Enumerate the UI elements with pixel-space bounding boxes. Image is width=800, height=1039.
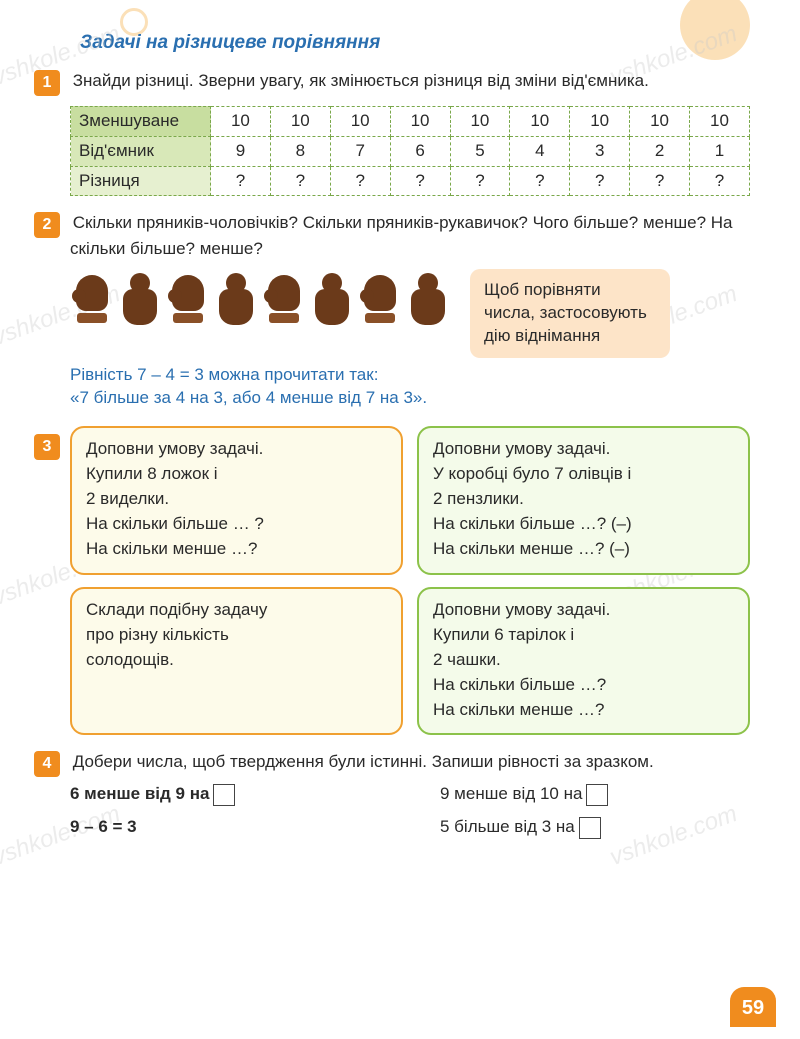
problem-line: Доповни умову задачі. — [86, 438, 387, 461]
gingerbread-mitten-icon — [358, 269, 402, 327]
task-4: 4 Добери числа, щоб твердження були істи… — [70, 751, 750, 839]
rule-box: Щоб порівняти числа, засто­совують дію в… — [470, 269, 670, 358]
example-equation: 9 – 6 = 3 — [70, 816, 380, 839]
problem-line: На скільки більше …? (–) — [433, 513, 734, 536]
task-1-text: Знайди різниці. Зверни увагу, як змінюєт… — [73, 71, 649, 90]
row-label: Різниця — [71, 166, 211, 196]
table-row: Від'ємник 987654321 — [71, 136, 750, 166]
blue-note-1: Рівність 7 – 4 = 3 можна прочитати так: — [70, 364, 750, 387]
gingerbread-row — [70, 269, 450, 327]
problem-line: Доповни умову задачі. — [433, 438, 734, 461]
row-label: Зменшуване — [71, 106, 211, 136]
task-4-right: 9 менше від 10 на 5 більше від 3 на — [440, 783, 750, 839]
gingerbread-man-icon — [406, 269, 450, 327]
gingerbread-mitten-icon — [262, 269, 306, 327]
task-number-4: 4 — [34, 751, 60, 777]
problem-line: Купили 8 ложок і — [86, 463, 387, 486]
problem-line: На скільки менше …? — [86, 538, 387, 561]
problem-line: На скільки більше …? — [433, 674, 734, 697]
problem-line: солодощів. — [86, 649, 387, 672]
answer-box — [586, 784, 608, 806]
problem-line: Склади подібну задачу — [86, 599, 387, 622]
problem-line: 2 виделки. — [86, 488, 387, 511]
section-title: Задачі на різницеве порівняння — [80, 30, 750, 56]
problem-line: Доповни умову задачі. — [433, 599, 734, 622]
problem-line: 2 чашки. — [433, 649, 734, 672]
answer-box — [579, 817, 601, 839]
problem-line: про різну кількість — [86, 624, 387, 647]
gingerbread-mitten-icon — [70, 269, 114, 327]
gingerbread-man-icon — [214, 269, 258, 327]
problem-line: На скільки менше …? (–) — [433, 538, 734, 561]
gingerbread-man-icon — [118, 269, 162, 327]
difference-table: Зменшуване 101010101010101010 Від'ємник … — [70, 106, 750, 197]
task-number-2: 2 — [34, 212, 60, 238]
gingerbread-man-icon — [310, 269, 354, 327]
problem-box: Доповни умову задачі.У коробці було 7 ол… — [417, 426, 750, 575]
task-2: 2 Скільки пряників-чоловічків? Скільки п… — [70, 212, 750, 410]
task-number-1: 1 — [34, 70, 60, 96]
task-2-text: Скільки пряників-чоловічків? Скільки пря… — [70, 213, 732, 258]
gingerbread-mitten-icon — [166, 269, 210, 327]
problem-line: На скільки більше … ? — [86, 513, 387, 536]
row-label: Від'ємник — [71, 136, 211, 166]
task-4-left: 6 менше від 9 на 9 – 6 = 3 — [70, 783, 380, 839]
task-number-3: 3 — [34, 434, 60, 460]
answer-box — [213, 784, 235, 806]
page-number: 59 — [730, 987, 776, 1027]
problem-line: У коробці було 7 олівців і — [433, 463, 734, 486]
task-4-text: Добери числа, щоб твердження були істинн… — [73, 752, 654, 771]
problem-box: Доповни умову задачі.Купили 8 ложок і2 в… — [70, 426, 403, 575]
problem-box: Склади подібну задачупро різну кількість… — [70, 587, 403, 736]
task-3: 3 Доповни умову задачі.Купили 8 ложок і2… — [70, 426, 750, 735]
problem-line: Купили 6 тарілок і — [433, 624, 734, 647]
task-1: 1 Знайди різниці. Зверни увагу, як зміню… — [70, 70, 750, 197]
blue-note-2: «7 більше за 4 на 3, або 4 менше від 7 н… — [70, 387, 750, 410]
table-row: Різниця ????????? — [71, 166, 750, 196]
table-row: Зменшуване 101010101010101010 — [71, 106, 750, 136]
problem-line: На скільки менше …? — [433, 699, 734, 722]
problem-line: 2 пензлики. — [433, 488, 734, 511]
problem-box: Доповни умову задачі.Купили 6 тарілок і2… — [417, 587, 750, 736]
